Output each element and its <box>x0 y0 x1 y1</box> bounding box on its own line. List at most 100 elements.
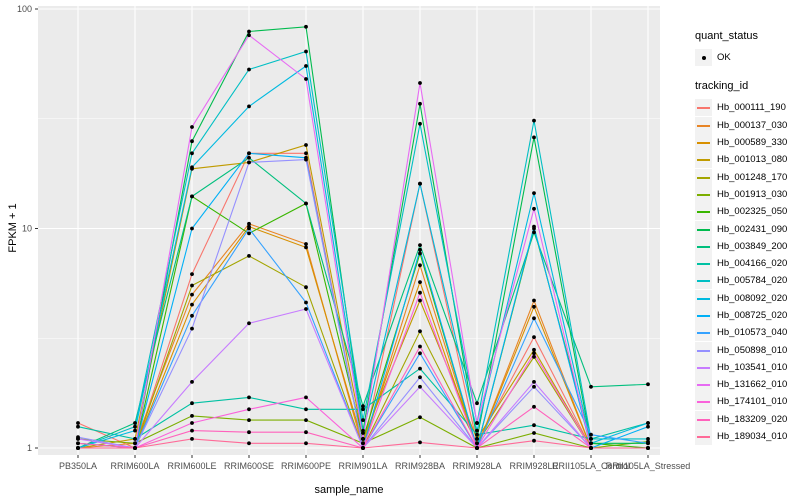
data-point <box>361 404 365 409</box>
data-point <box>418 415 422 420</box>
data-point <box>418 280 422 284</box>
data-point <box>532 316 536 321</box>
data-point <box>304 285 308 290</box>
legend-key <box>695 49 712 67</box>
data-point <box>304 157 308 162</box>
data-point <box>76 421 80 425</box>
legend-item-Hb_010573_040: Hb_010573_040 <box>695 324 799 342</box>
data-point <box>76 446 80 450</box>
legend-item-label: Hb_174101_010 <box>717 396 788 408</box>
data-point <box>532 380 536 384</box>
data-point <box>532 404 536 409</box>
data-point <box>190 313 194 318</box>
legend-item-Hb_000111_190: Hb_000111_190 <box>695 99 799 117</box>
data-point <box>418 251 422 256</box>
quant-status-legend: quant_status OK <box>695 30 799 67</box>
legend-item-Hb_002431_090: Hb_002431_090 <box>695 220 799 238</box>
data-point <box>247 441 251 446</box>
legend-item-label: Hb_000137_030 <box>717 119 788 131</box>
legend-item-label: Hb_000589_330 <box>717 137 788 149</box>
data-point <box>532 438 536 443</box>
data-point <box>589 432 593 437</box>
data-point <box>304 407 308 412</box>
legend-item-Hb_001013_080: Hb_001013_080 <box>695 151 799 169</box>
line-swatch-icon <box>697 176 710 179</box>
data-point <box>190 139 194 144</box>
legend-item-Hb_001913_030: Hb_001913_030 <box>695 185 799 203</box>
data-point <box>190 165 194 170</box>
data-point <box>532 355 536 359</box>
legend-key <box>695 428 712 446</box>
legend-item-Hb_004166_020: Hb_004166_020 <box>695 255 799 273</box>
legend-key <box>695 255 712 273</box>
data-point <box>190 272 194 276</box>
tracking-id-legend: tracking_id Hb_000111_190 Hb_000137_030 Hb… <box>695 80 799 446</box>
data-point <box>475 441 479 446</box>
legend-key <box>695 116 712 134</box>
data-point <box>190 125 194 129</box>
data-point <box>589 384 593 389</box>
data-point <box>190 283 194 288</box>
data-point <box>247 104 251 109</box>
line-swatch-icon <box>697 107 710 110</box>
legend-item-label: Hb_001248_170 <box>717 171 788 183</box>
data-point <box>361 437 365 441</box>
quant-status-legend-title: quant_status <box>695 30 758 42</box>
data-point <box>361 431 365 435</box>
legend-item-label: Hb_189034_010 <box>717 431 788 443</box>
x-tick-label: RRIM928LA <box>452 461 501 471</box>
data-point <box>418 247 422 252</box>
data-point <box>532 304 536 309</box>
data-point <box>304 441 308 446</box>
legend-item-Hb_008092_020: Hb_008092_020 <box>695 289 799 307</box>
y-axis-title: FPKM + 1 <box>7 203 19 253</box>
data-point <box>133 437 137 441</box>
data-point <box>190 302 194 307</box>
line-chart-canvas: 1 10 100 PB350LA RRIM600LA RRIM600LE RRIM600SE… <box>17 4 690 471</box>
data-point <box>418 384 422 389</box>
legend-item-Hb_000589_330: Hb_000589_330 <box>695 134 799 152</box>
legend: quant_status OK tracking_id Hb_000111_19… <box>695 30 799 459</box>
legend-item-Hb_103541_010: Hb_103541_010 <box>695 358 799 376</box>
x-tick-label: RRII105LA_Stressed <box>606 461 690 471</box>
data-point <box>532 224 536 229</box>
data-point <box>418 243 422 248</box>
data-point <box>418 290 422 295</box>
legend-item-label: Hb_004166_020 <box>717 258 788 270</box>
data-point <box>247 418 251 422</box>
data-point <box>646 446 650 450</box>
legend-item-label: Hb_183209_020 <box>717 413 788 425</box>
data-point <box>76 437 80 441</box>
data-point <box>532 351 536 356</box>
x-tick-label: RRIM600LA <box>110 461 159 471</box>
data-point <box>532 135 536 140</box>
x-tick-label: PB350LA <box>59 461 97 471</box>
data-point <box>418 81 422 85</box>
data-point <box>304 49 308 54</box>
data-point <box>475 432 479 437</box>
data-point <box>247 160 251 165</box>
data-point <box>589 446 593 450</box>
legend-item-Hb_003849_200: Hb_003849_200 <box>695 237 799 255</box>
data-point <box>304 77 308 81</box>
data-point <box>589 441 593 446</box>
line-swatch-icon <box>697 124 710 127</box>
data-point <box>361 446 365 450</box>
legend-item-Hb_001248_170: Hb_001248_170 <box>695 168 799 186</box>
x-tick-label: RRIM600SE <box>224 461 274 471</box>
data-point <box>304 430 308 435</box>
legend-key <box>695 376 712 394</box>
data-point <box>532 335 536 339</box>
legend-item-Hb_174101_010: Hb_174101_010 <box>695 393 799 411</box>
legend-item-Hb_131662_010: Hb_131662_010 <box>695 376 799 394</box>
x-tick-label: RRIM928BA <box>395 461 445 471</box>
x-tick-label: RRIM600LE <box>167 461 216 471</box>
data-point <box>475 428 479 433</box>
data-point <box>304 307 308 311</box>
legend-key <box>695 410 712 428</box>
legend-item-label: Hb_008725_020 <box>717 310 788 321</box>
data-point <box>418 263 422 268</box>
line-swatch-icon <box>697 245 710 248</box>
data-point <box>133 446 137 450</box>
